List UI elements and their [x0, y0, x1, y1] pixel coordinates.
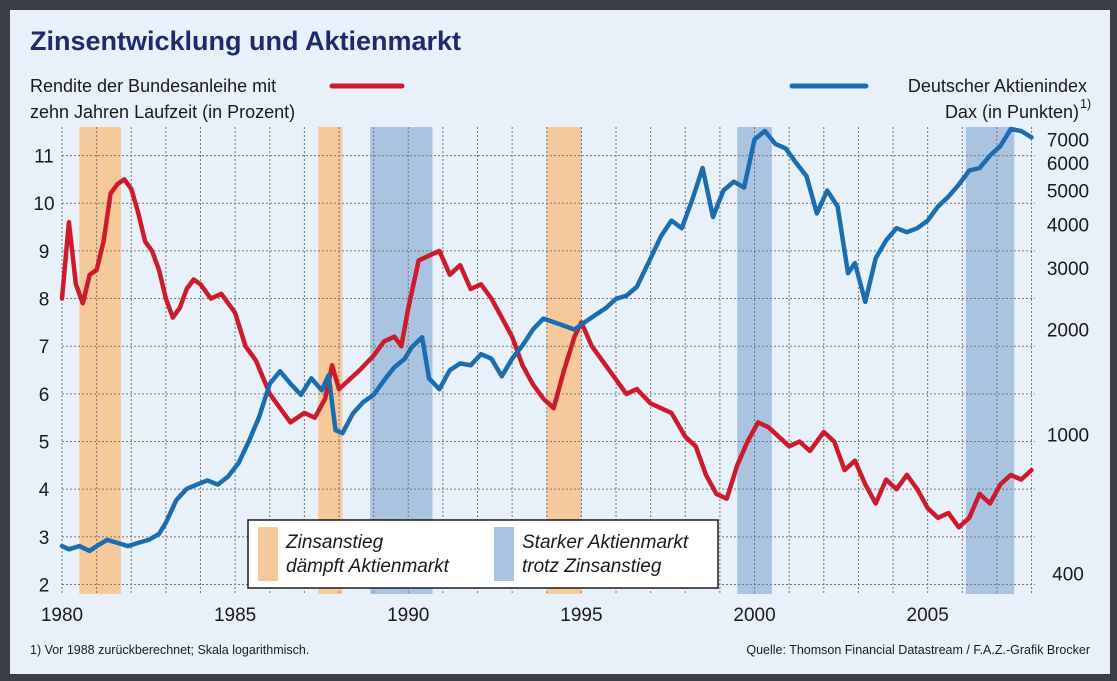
right-axis-label-line2: Dax (in Punkten)	[945, 102, 1079, 122]
legend-blue-line1: Starker Aktienmarkt	[522, 532, 689, 553]
band-orange-1	[318, 127, 343, 594]
left-tick-7: 7	[39, 337, 50, 358]
grid-lines	[61, 127, 1035, 594]
right-tick-400: 400	[1052, 565, 1084, 586]
left-tick-6: 6	[39, 385, 50, 406]
band-orange-0	[79, 127, 121, 594]
right-tick-2000: 2000	[1047, 321, 1089, 342]
right-tick-3000: 3000	[1047, 259, 1089, 280]
footnote: 1) Vor 1988 zurückberechnet; Skala logar…	[30, 643, 309, 657]
right-axis-footnote-mark: 1)	[1080, 97, 1091, 111]
legend-box	[247, 519, 719, 589]
left-tick-10: 10	[33, 194, 54, 215]
right-tick-4000: 4000	[1047, 215, 1089, 236]
left-tick-8: 8	[39, 290, 50, 311]
x-tick-1995: 1995	[560, 605, 602, 626]
x-tick-1985: 1985	[214, 605, 256, 626]
left-tick-2: 2	[39, 575, 50, 596]
legend-swatch-blue	[494, 527, 514, 581]
x-tick-1980: 1980	[41, 605, 83, 626]
left-axis-ticks: 2 3 4 5 6 7 8 9 10 11	[33, 147, 54, 597]
legend-orange-line2: dämpft Aktienmarkt	[286, 556, 450, 577]
left-tick-5: 5	[39, 433, 50, 454]
band-orange-2	[546, 127, 582, 594]
band-blue-5	[965, 127, 1015, 594]
left-tick-11: 11	[34, 147, 54, 168]
x-tick-2000: 2000	[733, 605, 775, 626]
legend: Zinsanstieg dämpft Aktienmarkt Starker A…	[247, 519, 719, 589]
right-tick-6000: 6000	[1047, 154, 1089, 175]
left-tick-9: 9	[39, 242, 50, 263]
left-tick-4: 4	[39, 480, 50, 501]
right-tick-7000: 7000	[1047, 130, 1089, 151]
legend-orange-line1: Zinsanstieg	[285, 532, 384, 553]
right-axis-ticks: 400 1000 2000 3000 4000 5000 6000 7000	[1047, 130, 1089, 585]
left-tick-3: 3	[39, 528, 50, 549]
series-line-dax	[59, 126, 1034, 554]
legend-blue-line2: trotz Zinsanstieg	[522, 556, 662, 577]
source-note: Quelle: Thomson Financial Datastream / F…	[746, 643, 1090, 657]
x-tick-1990: 1990	[387, 605, 429, 626]
series-line-bund	[59, 177, 1034, 530]
x-axis-ticks: 1980 1985 1990 1995 2000 2005	[41, 605, 949, 626]
left-axis-label-line2: zehn Jahren Laufzeit (in Prozent)	[30, 102, 295, 122]
right-axis-label-line1: Deutscher Aktienindex	[908, 76, 1087, 96]
chart-title: Zinsentwicklung und Aktienmarkt	[30, 26, 461, 56]
legend-swatch-orange	[258, 527, 278, 581]
x-tick-2005: 2005	[907, 605, 949, 626]
right-tick-5000: 5000	[1047, 182, 1089, 203]
left-axis-label-line1: Rendite der Bundesanleihe mit	[30, 76, 276, 96]
right-tick-1000: 1000	[1047, 426, 1089, 447]
series-lines	[59, 126, 1034, 554]
